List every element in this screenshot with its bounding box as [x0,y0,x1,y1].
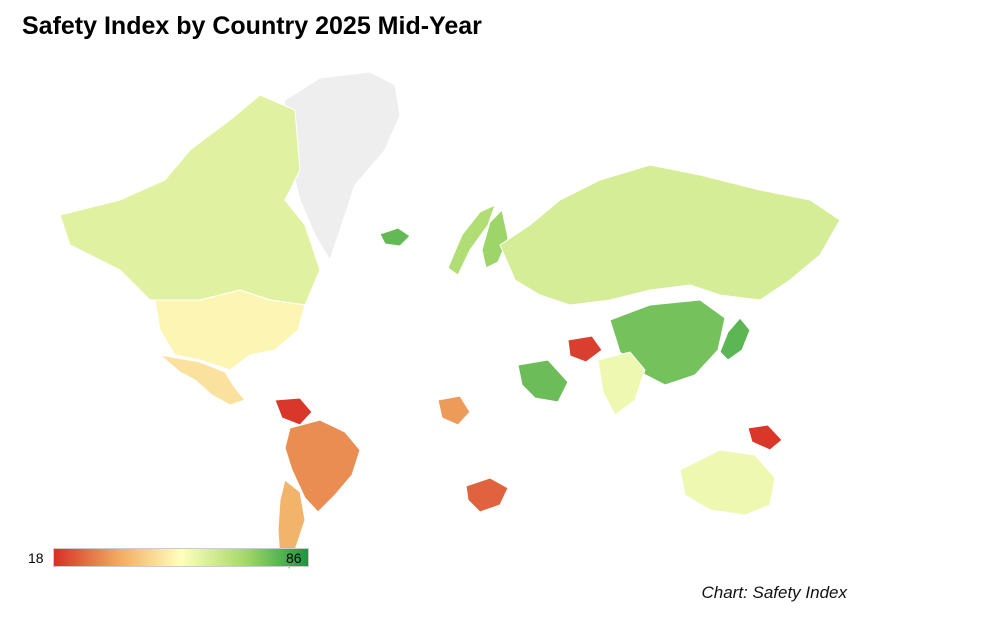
legend-max-label: 86 [286,550,302,566]
region-finland[interactable]: Finland [481,208,509,269]
chart-title: Safety Index by Country 2025 Mid-Year [22,12,482,40]
region-nigeria[interactable]: Nigeria [437,395,471,426]
region-argentina[interactable]: Argentina [277,479,306,571]
region-canada[interactable]: Canada [59,94,321,306]
region-papua-new-guinea[interactable]: Papua New Guinea [747,424,783,451]
region-saudi-arabia[interactable]: Saudi Arabia [517,359,569,403]
region-india[interactable]: India [597,351,646,416]
chart-source: Chart: Safety Index [701,583,847,602]
region-united-states[interactable]: United States [154,289,306,371]
country-regions: GreenlandCanadaUnited StatesMexicoVenezu… [59,71,841,571]
region-south-africa[interactable]: South Africa [465,477,509,513]
region-iceland[interactable]: Iceland [379,227,411,247]
region-brazil[interactable]: Brazil [284,419,361,513]
region-afghanistan[interactable]: Afghanistan [567,335,603,363]
legend-gradient-bar [53,548,309,567]
legend-min-label: 18 [28,550,44,566]
region-russia[interactable]: Russia [499,164,841,306]
region-venezuela[interactable]: Venezuela [274,397,313,426]
region-mexico[interactable]: Mexico [158,354,246,406]
region-norway[interactable]: Norway [447,204,496,276]
region-australia[interactable]: Australia [679,449,776,516]
region-japan[interactable]: Japan [719,317,751,361]
